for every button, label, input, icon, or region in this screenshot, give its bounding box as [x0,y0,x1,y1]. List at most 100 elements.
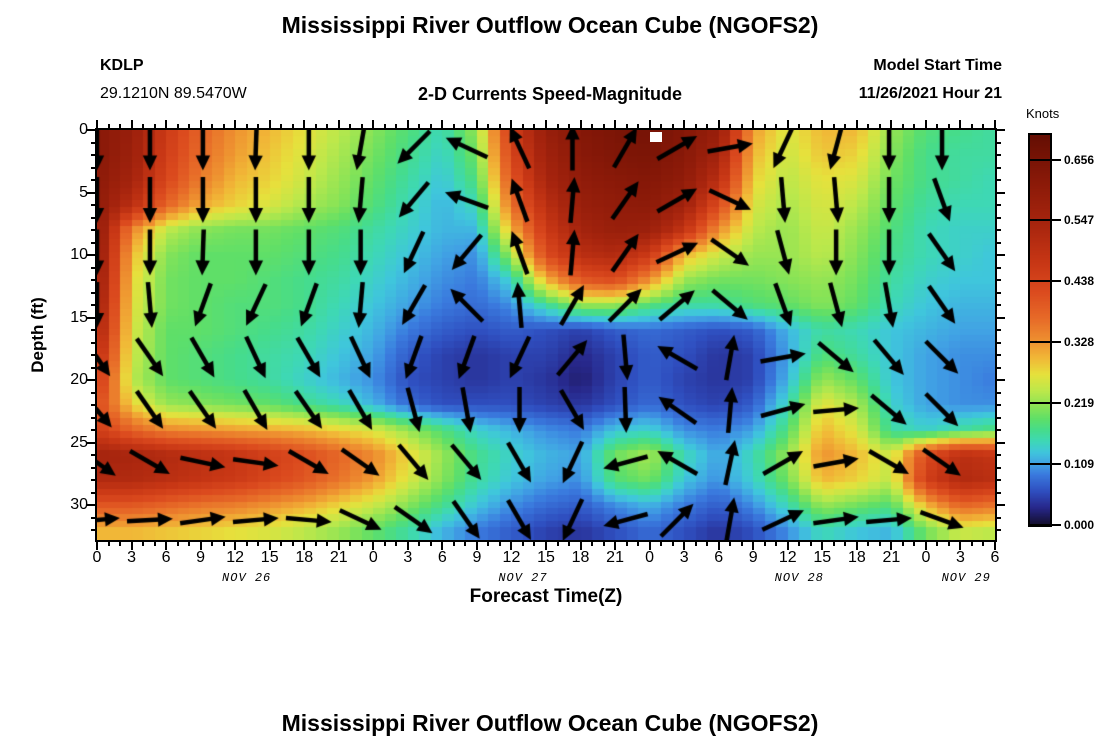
x-axis-tick [153,124,156,128]
colorbar-tick-label: 0.328 [1064,335,1095,350]
x-axis-tick [959,542,962,550]
x-axis-tick [107,124,110,128]
y-axis-tick [91,291,95,294]
x-axis-tick [475,120,478,128]
x-axis-tick [234,120,237,128]
y-tick-label: 0 [79,121,88,138]
y-axis-tick [91,241,95,244]
x-axis-tick [648,542,651,550]
y-axis-tick [997,466,1001,469]
x-axis-tick [625,542,628,546]
colorbar-tick-label: 0.656 [1064,152,1095,167]
y-axis-tick [997,141,1001,144]
x-tick-label: 6 [437,549,447,566]
colorbar-tick [1030,158,1050,161]
x-axis-tick [464,542,467,546]
x-tick-label: 21 [606,549,624,566]
y-axis-tick [91,216,95,219]
colorbar-tick [1030,401,1050,404]
colorbar-tick-label: 0.109 [1064,457,1095,472]
y-axis-tick [997,441,1005,444]
x-axis-tick [291,542,294,546]
x-axis-tick [936,542,939,546]
y-axis-tick [91,304,95,306]
y-axis-title: Depth (ft) [28,297,47,373]
x-axis-tick [970,124,973,128]
y-axis-tick [87,129,95,131]
x-axis-tick [844,124,847,128]
y-axis-tick [91,404,95,406]
colorbar-tick [1052,219,1061,222]
colorbar-tick [1030,341,1050,344]
x-axis-tick [349,124,352,128]
x-tick-label: 18 [571,549,590,566]
colorbar-tick [1030,279,1050,282]
y-axis-tick [997,316,1005,319]
x-axis-tick [740,542,743,546]
x-axis-tick [257,542,260,546]
x-axis-tick [568,124,571,128]
x-axis-tick [717,542,720,550]
x-tick-label: 3 [956,549,965,566]
x-axis-tick [268,120,271,128]
x-axis-tick [809,542,812,546]
x-axis-tick [602,124,605,128]
x-axis-tick [614,120,617,128]
x-axis-tick [96,542,98,550]
x-axis-tick [913,124,916,128]
y-tick-label: 25 [70,433,88,451]
x-axis-tick [959,120,962,128]
x-axis-tick [556,124,559,128]
y-axis-tick [997,504,1005,506]
x-axis-tick [452,124,455,128]
x-axis-tick [337,120,340,128]
x-axis-tick [372,120,375,128]
x-axis-tick [740,124,743,128]
colorbar-tick-label: 0.547 [1064,213,1095,228]
x-tick-label: 18 [295,549,314,566]
x-tick-label: 0 [645,549,655,566]
x-axis-tick [637,542,640,546]
colorbar-tick [1052,524,1061,526]
x-axis-tick [498,542,501,546]
x-axis-tick [671,124,674,128]
y-axis-tick [997,491,1001,494]
x-axis-tick [395,124,398,128]
x-axis-tick [763,542,766,546]
x-axis-tick [142,542,145,546]
x-axis-tick [947,124,950,128]
y-axis-tick [997,516,1001,519]
x-axis-tick [107,542,110,546]
x-axis-tick [625,124,628,128]
x-axis-tick [855,542,858,550]
y-axis-tick [91,279,95,281]
x-axis-tick [383,542,386,546]
colorbar-gradient [1030,135,1050,525]
x-axis-tick [786,542,789,550]
x-axis-tick [418,542,421,546]
x-axis-tick [706,542,709,546]
x-axis-tick [994,120,996,128]
white-square-marker [650,132,662,142]
y-axis-tick [91,491,95,494]
x-axis-tick [637,124,640,128]
x-axis-tick [153,542,156,546]
chart-subtitle: 2-D Currents Speed-Magnitude [417,84,683,104]
x-axis-tick [568,542,571,546]
y-axis-tick [91,341,95,344]
y-axis-tick [91,154,95,156]
x-axis-tick [694,542,697,546]
x-tick-label: 21 [329,549,348,566]
x-axis-title: Forecast Time(Z) [469,586,623,607]
x-axis-tick [119,124,122,128]
heatmap-quiver-canvas [97,130,995,540]
y-axis-tick [91,454,95,456]
x-tick-label: 3 [403,549,413,566]
x-axis-tick [395,542,398,546]
y-axis-tick [91,204,95,206]
y-axis-tick [87,504,95,506]
x-axis-tick [775,124,778,128]
x-axis-tick [314,542,317,546]
x-axis-tick [188,124,191,128]
